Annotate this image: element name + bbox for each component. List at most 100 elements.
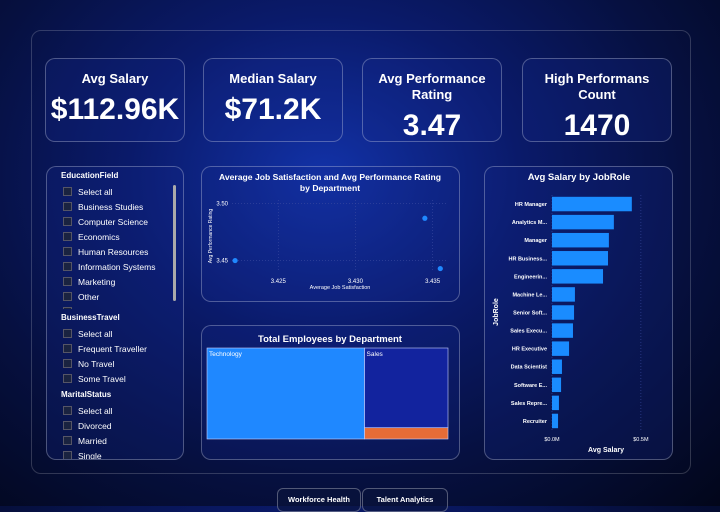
slicer-item[interactable]: Computer Science [47, 214, 183, 229]
y-tick-label: Machine Le... [512, 292, 547, 298]
bar [552, 359, 562, 374]
slicer-title: BusinessTravel [61, 313, 120, 322]
y-axis-label: Avg Performance Rating [208, 209, 214, 264]
y-tick-label: Engineerin... [514, 274, 547, 280]
point [422, 215, 428, 221]
checkbox[interactable] [63, 451, 72, 459]
title-line: Average Job Satisfaction and Avg Perform… [219, 172, 441, 182]
y-tick-label: Recruiter [523, 419, 548, 425]
item-label: Computer Science [78, 216, 148, 227]
x-tick-label: 3.430 [348, 279, 364, 285]
cell-label: Technology [209, 351, 243, 358]
slicer-item[interactable]: Information Systems [47, 259, 183, 274]
y-tick-label: Manager [524, 238, 547, 244]
bar [552, 323, 573, 338]
point [437, 265, 443, 272]
frame [31, 30, 691, 474]
slicer: BusinessTravel Select all Frequent Travell… [47, 313, 183, 386]
kpi-value: $71.2K [224, 93, 322, 126]
kpi-card: High Performans Count 1470 [522, 58, 672, 142]
y-tick-label: Data Scientist [511, 365, 548, 371]
checkbox[interactable] [63, 247, 72, 256]
y-tick-label: Sales Repre... [511, 401, 548, 407]
slicer-item[interactable]: Some Travel [47, 371, 183, 386]
x-axis-label: Avg Salary [588, 447, 624, 454]
x-tick-label: $0.0M [544, 437, 560, 443]
tab[interactable]: Workforce Health [277, 488, 361, 512]
item-label: Human Resources [78, 246, 149, 257]
kpi-value: 1470 [563, 109, 631, 142]
slicer-item[interactable]: Select all [47, 326, 183, 341]
slicer-item[interactable]: Select all [47, 403, 183, 418]
slicer-item[interactable]: Marketing [47, 274, 183, 289]
checkbox[interactable] [63, 329, 72, 338]
item-label: Marketing [78, 276, 116, 287]
bar [552, 196, 632, 212]
title-line: by Department [300, 183, 360, 193]
chart-title: Avg Salary by JobRole [528, 172, 631, 183]
item-label: Select all [78, 186, 113, 197]
slicer-item[interactable]: Economics [47, 229, 183, 244]
checkbox[interactable] [63, 187, 72, 196]
bar [552, 413, 559, 429]
item-label: Other [78, 291, 100, 302]
checkbox[interactable] [63, 344, 72, 353]
slicer-item[interactable]: Select all [47, 184, 183, 199]
checkbox[interactable] [63, 359, 72, 368]
bar [552, 232, 609, 248]
item-label: Select all [78, 405, 113, 416]
item-label: Select all [78, 328, 113, 339]
tab[interactable]: Talent Analytics [362, 488, 448, 512]
item-label: Divorced [78, 420, 112, 431]
slicer: EducationField Select all Business Studies… [47, 167, 183, 309]
checkbox[interactable] [63, 421, 72, 430]
slicer-item[interactable]: Married [47, 433, 183, 448]
checkbox[interactable] [63, 436, 72, 445]
x-tick-label: $0.5M [633, 437, 649, 443]
chart-title: Average Job Satisfaction and Avg Perform… [219, 172, 441, 193]
x-axis-label: Average Job Satisfaction [310, 285, 371, 291]
treemap-cell [364, 347, 449, 429]
item-label: No Travel [78, 358, 115, 369]
item-label: Single [78, 450, 102, 460]
scrollbar[interactable] [173, 185, 176, 301]
item-label: Technical Degree [78, 307, 144, 310]
slicer-item[interactable]: Human Resources [47, 244, 183, 259]
item-label: Some Travel [78, 373, 126, 384]
slicer-title: MaritalStatus [61, 390, 112, 399]
slicer-item[interactable]: Single [47, 448, 183, 460]
kpi-title: Avg Salary [81, 71, 149, 86]
kpi-card: Median Salary $71.2K [203, 58, 343, 142]
y-tick-label: 3.50 [216, 201, 228, 207]
checkbox[interactable] [63, 277, 72, 286]
slicer-item[interactable]: Business Studies [47, 199, 183, 214]
point [232, 257, 238, 264]
bar [552, 305, 575, 320]
slicer-item[interactable]: Frequent Traveller [47, 341, 183, 356]
y-tick-label: HR Business... [508, 256, 547, 262]
kpi-title: Avg Performance Rating [378, 71, 486, 102]
slicer: MaritalStatus Select all Divorced Married Si… [47, 390, 183, 460]
kpi-title: Median Salary [229, 71, 317, 86]
checkbox[interactable] [63, 307, 72, 309]
checkbox[interactable] [63, 374, 72, 383]
checkbox[interactable] [63, 217, 72, 226]
chart-title: Total Employees by Department [258, 334, 403, 345]
kpi-value: 3.47 [402, 109, 462, 142]
item-label: Information Systems [78, 261, 156, 272]
checkbox[interactable] [63, 292, 72, 301]
checkbox[interactable] [63, 232, 72, 241]
checkbox[interactable] [63, 406, 72, 415]
kpi-title: High Performans Count [544, 71, 650, 102]
item-label: Business Studies [78, 201, 144, 212]
slicer-item[interactable]: No Travel [47, 356, 183, 371]
cell-label: Sales [367, 351, 384, 358]
checkbox[interactable] [63, 262, 72, 271]
slicer-item[interactable]: Other [47, 289, 183, 304]
bar [552, 269, 604, 284]
slicer-item[interactable]: Divorced [47, 418, 183, 433]
x-tick-label: 3.425 [271, 279, 287, 285]
checkbox[interactable] [63, 202, 72, 211]
slicer-item[interactable]: Technical Degree [47, 304, 183, 309]
